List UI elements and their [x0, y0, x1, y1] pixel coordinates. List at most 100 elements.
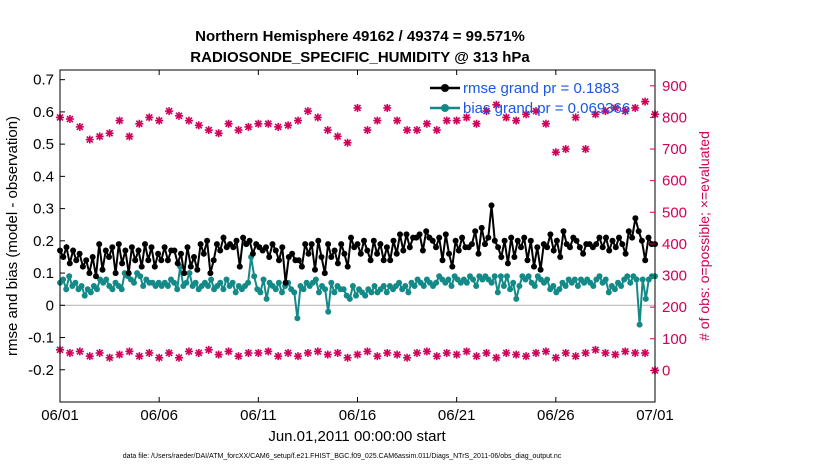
obs_possible-marker — [184, 347, 193, 356]
bias-point — [316, 289, 322, 296]
rmse-point — [504, 260, 511, 267]
obs_possible-marker-d2 — [542, 347, 550, 355]
rmse-point — [246, 237, 253, 244]
rmse-point — [295, 257, 302, 264]
bias-point — [109, 286, 116, 293]
bias-point — [463, 279, 470, 286]
bias-point — [325, 308, 332, 315]
rmse-point — [609, 237, 616, 244]
obs_evaluated-marker — [244, 122, 253, 131]
rmse-point — [119, 260, 126, 267]
rmse-point — [452, 237, 459, 244]
obs_possible-marker-d2 — [125, 347, 133, 355]
obs_evaluated-marker — [591, 110, 600, 119]
obs_possible-marker — [264, 347, 273, 356]
rmse-point — [619, 241, 626, 248]
obs_evaluated-marker — [373, 116, 382, 125]
obs_evaluated-marker — [403, 126, 412, 135]
obs_evaluated-marker — [323, 126, 332, 135]
rmse-point — [73, 257, 80, 264]
obs_possible-marker-d2 — [155, 354, 163, 362]
obs_possible-marker — [413, 348, 421, 357]
x-tick-label: 06/06 — [140, 407, 178, 424]
bias-point — [186, 270, 193, 277]
obs_evaluated-marker — [512, 116, 521, 125]
obs_evaluated-marker-d2 — [195, 121, 203, 129]
rmse-point — [312, 266, 318, 273]
obs_possible-marker — [502, 348, 511, 357]
rmse-point — [138, 263, 145, 270]
obs_evaluated-marker — [115, 116, 124, 125]
bias-point — [525, 273, 532, 280]
obs_possible-marker — [274, 352, 283, 361]
bias-point — [340, 286, 347, 293]
y-axis-label: rmse and bias (model - observation) — [4, 116, 21, 356]
bias-point — [312, 276, 319, 283]
rmse-point — [521, 234, 528, 241]
rmse-point — [534, 244, 541, 251]
obs_possible-marker-d2 — [373, 352, 381, 360]
obs_evaluated-marker-d2 — [294, 117, 302, 125]
obs_possible-marker — [641, 348, 650, 357]
rmse-point — [475, 250, 482, 257]
bias-point — [294, 315, 301, 322]
bias-point — [78, 283, 85, 289]
bias-point — [81, 292, 88, 299]
obs_possible-marker-d2 — [205, 346, 213, 354]
obs_possible-marker-d2 — [106, 354, 114, 362]
rmse-point — [279, 244, 286, 251]
obs_evaluated-marker — [383, 103, 392, 112]
obs_evaluated-marker-d2 — [393, 117, 401, 125]
y2-tick-label: 600 — [662, 173, 687, 190]
obs_evaluated-marker — [333, 132, 342, 141]
obs_evaluated-marker-d2 — [304, 107, 312, 115]
bias-point — [63, 286, 70, 293]
obs_possible-marker-d2 — [453, 351, 461, 359]
y-tick-label: 0.1 — [33, 265, 54, 282]
bias-point — [368, 289, 375, 296]
rmse-point — [266, 254, 273, 260]
obs_evaluated-marker — [204, 126, 213, 135]
y-tick-label: 0.2 — [33, 233, 54, 250]
rmse-series-layer — [57, 202, 658, 286]
obs_possible-marker-d2 — [234, 352, 243, 360]
obs_evaluated-marker-d2 — [344, 139, 352, 147]
rmse-point — [233, 237, 240, 244]
x-tick-label: 06/01 — [41, 407, 79, 424]
obs_possible-marker-d2 — [225, 347, 233, 355]
obs_evaluated-marker-d2 — [641, 98, 649, 106]
obs_evaluated-marker — [184, 116, 193, 125]
obs_evaluated-marker — [472, 119, 481, 128]
bias-point — [232, 289, 239, 296]
bias-point — [208, 276, 215, 283]
obs_possible-marker — [214, 350, 223, 359]
obs_possible-marker-d2 — [86, 352, 94, 360]
obs_evaluated-marker-d2 — [274, 123, 282, 131]
obs_possible-marker-d2 — [314, 347, 322, 355]
bias-point — [420, 283, 427, 289]
obs_possible-marker-d2 — [185, 347, 193, 355]
obs_possible-marker-d2 — [254, 349, 262, 357]
obs_evaluated-marker — [462, 113, 471, 122]
obs_possible-marker-d2 — [611, 351, 619, 359]
y-tick-label: -0.2 — [28, 362, 54, 379]
obs_possible-marker-d2 — [66, 349, 74, 357]
rmse-point — [576, 244, 583, 251]
obs_possible-marker — [85, 352, 94, 361]
rmse-point — [557, 254, 564, 260]
obs_evaluated-marker — [135, 119, 144, 128]
rmse-point — [213, 241, 220, 248]
obs_evaluated-marker — [224, 119, 233, 128]
obs_possible-marker — [95, 348, 104, 357]
bias-point — [263, 295, 270, 302]
bias-point — [220, 286, 227, 293]
rmse-point — [511, 254, 518, 260]
bias-point — [411, 283, 418, 289]
obs_evaluated-marker — [561, 145, 570, 154]
obs_evaluated-marker-d2 — [502, 113, 510, 121]
rmse-point — [364, 247, 371, 254]
bias-point — [596, 273, 603, 280]
chart-subtitle: RADIOSONDE_SPECIFIC_HUMIDITY @ 313 hPa — [190, 49, 530, 66]
rmse-point — [403, 231, 410, 238]
bias-point — [562, 283, 569, 289]
